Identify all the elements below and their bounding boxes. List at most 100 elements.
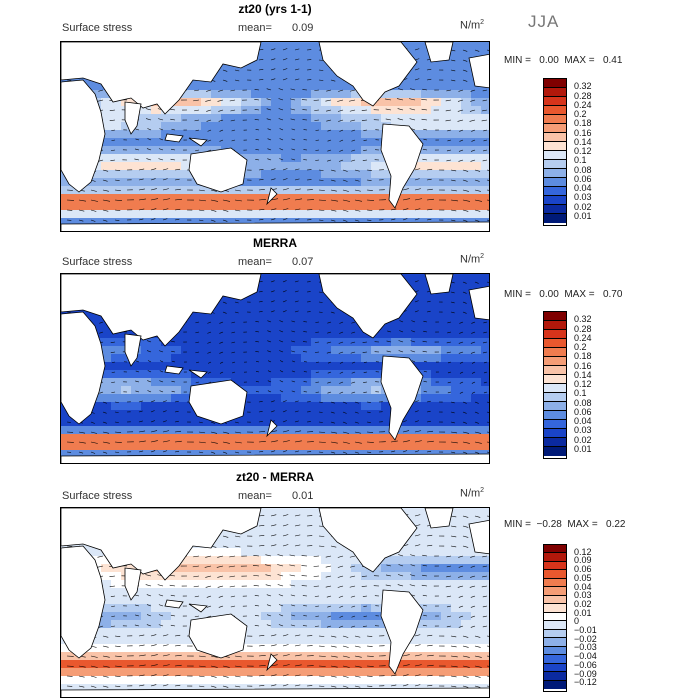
land-mass <box>266 187 278 206</box>
colorbar-tick-label: 0.16 <box>574 360 592 371</box>
colorbar-tick-label: −0.09 <box>574 668 597 679</box>
land-mass <box>164 599 208 613</box>
colorbar-tick-label: 0.24 <box>574 99 592 110</box>
land-mass <box>61 221 489 231</box>
colorbar-swatch <box>544 680 566 689</box>
land-mass <box>164 133 208 147</box>
colorbar-swatch <box>544 151 566 160</box>
land-mass <box>468 53 489 89</box>
colorbar-swatch <box>544 366 566 375</box>
colorbar-tick-label: −0.03 <box>574 642 597 653</box>
land-mass <box>188 147 248 193</box>
land-mass <box>124 567 142 601</box>
colorbar-tick-label: 0.14 <box>574 136 592 147</box>
colorbar-swatch <box>544 604 566 613</box>
panel-3-minmax: MIN = −0.28 MAX = 0.22 <box>504 519 626 530</box>
colorbar-swatch <box>544 205 566 214</box>
panel-3-min-value: −0.28 <box>536 519 562 530</box>
panel-2-min-label: MIN = <box>504 289 531 300</box>
colorbar-tick-label: 0.08 <box>574 164 592 175</box>
colorbar-swatch <box>544 133 566 142</box>
colorbar-swatch <box>544 672 566 681</box>
colorbar-tick-label: 0.02 <box>574 201 592 212</box>
colorbar-tick-label: 0.2 <box>574 109 587 119</box>
colorbar-swatch <box>544 88 566 97</box>
colorbar-tick-label: 0.24 <box>574 332 592 343</box>
colorbar-swatch <box>544 595 566 605</box>
colorbar-tick-label: 0.02 <box>574 434 592 445</box>
colorbar-tick-label: 0.28 <box>574 90 592 101</box>
land-mass <box>61 311 106 425</box>
colorbar-swatch <box>544 553 566 562</box>
panel-2-mean-label: mean= <box>238 256 272 268</box>
panel-3-mean-value: 0.01 <box>292 490 314 502</box>
land-mass <box>61 687 489 697</box>
land-mass <box>61 274 262 347</box>
panel-2-field <box>61 274 489 463</box>
colorbar-swatch <box>544 357 566 366</box>
colorbar-tick-label: 0.09 <box>574 555 592 566</box>
land-mass <box>266 419 278 438</box>
panel-2-map <box>60 273 490 464</box>
colorbar-tick-label: 0.12 <box>574 379 592 389</box>
colorbar-tick-label: 0.03 <box>574 590 592 601</box>
panel-1-max-label: MAX = <box>564 55 595 66</box>
land-mass <box>188 613 248 659</box>
colorbar-tick-label: 0.32 <box>574 81 592 92</box>
land-mass <box>318 508 418 573</box>
colorbar-swatch <box>544 97 566 106</box>
colorbar-swatch <box>544 545 566 554</box>
colorbar-tick-label: 0.2 <box>574 342 587 352</box>
colorbar-tick-label: −0.02 <box>574 633 597 644</box>
land-mass <box>380 355 424 441</box>
colorbar-swatch <box>544 621 566 630</box>
panel-2-units: N/m2 <box>460 253 485 266</box>
panel-2-minmax: MIN = 0.00 MAX = 0.70 <box>504 289 622 300</box>
colorbar-tick-label: 0.04 <box>574 416 592 426</box>
colorbar-tick-label: 0.04 <box>574 183 592 193</box>
colorbar-swatch <box>544 375 566 384</box>
panel-3-title: zt20 - MERRA <box>235 470 314 484</box>
colorbar-swatch <box>544 570 566 579</box>
colorbar-tick-label: −0.06 <box>574 659 597 670</box>
panel-1-max-value: 0.41 <box>602 55 623 66</box>
colorbar-swatch <box>544 420 566 429</box>
land-mass <box>124 101 142 135</box>
colorbar-tick-label: 0.02 <box>574 598 592 609</box>
colorbar-swatch <box>544 655 566 664</box>
colorbar-tick-label: 0.03 <box>574 425 592 436</box>
colorbar-swatch <box>544 79 566 88</box>
colorbar-swatch <box>544 438 566 447</box>
panel-2-min-value: 0.00 <box>539 289 559 300</box>
colorbar-tick-label: 0.1 <box>574 155 587 166</box>
colorbar-tick-label: 0.16 <box>574 127 592 138</box>
land-mass <box>380 589 424 675</box>
colorbar-tick-label: 0.01 <box>574 210 592 221</box>
land-mass <box>164 365 208 379</box>
colorbar-swatch <box>544 578 566 588</box>
panel-3-max-label: MAX = <box>567 519 598 530</box>
colorbar-swatch <box>544 429 566 438</box>
panel-1-variable: Surface stress <box>62 22 133 34</box>
colorbar-swatch <box>544 214 566 223</box>
colorbar-swatch <box>544 321 566 330</box>
colorbar-tick-label: 0.06 <box>574 564 592 575</box>
colorbar-tick-label: 0.04 <box>574 581 592 592</box>
panel-1-field <box>61 42 489 231</box>
colorbar-swatch <box>544 612 566 622</box>
panel-2-title: MERRA <box>253 236 297 250</box>
colorbar-swatch <box>544 663 566 673</box>
panel-3-map <box>60 507 490 698</box>
colorbar-swatch <box>544 196 566 205</box>
colorbar-swatch <box>544 115 566 124</box>
panel-3-units: N/m2 <box>460 487 485 500</box>
land-mass <box>188 379 248 425</box>
land-mass <box>61 453 489 463</box>
season-label: JJA <box>528 12 560 31</box>
panel-3-field <box>61 508 489 697</box>
land-mass <box>380 123 424 209</box>
land-mass <box>124 333 142 367</box>
panel-1-min-value: 0.00 <box>539 55 559 66</box>
colorbar-tick-label: 0.14 <box>574 369 592 380</box>
colorbar-tick-label: 0.12 <box>574 146 592 156</box>
